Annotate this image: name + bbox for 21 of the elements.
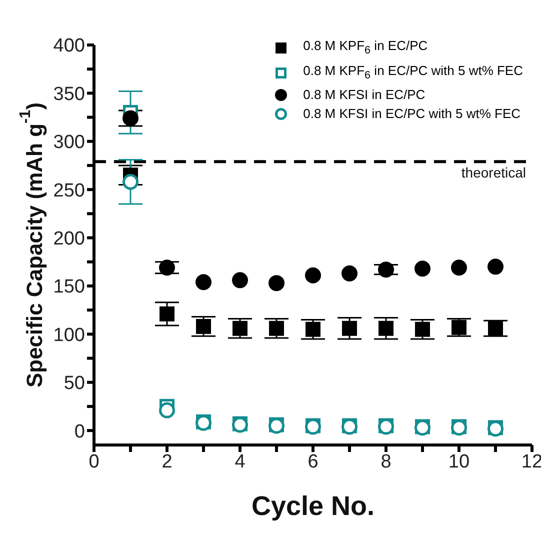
y-tick-label: 100 bbox=[53, 324, 85, 346]
x-tick-label: 4 bbox=[234, 451, 246, 472]
legend-label: 0.8 M KFSI in EC/PC bbox=[303, 86, 426, 104]
legend-label: 0.8 M KPF$_{6}$ in EC/PC with 5 wt% FEC bbox=[303, 62, 523, 84]
y-tick-label: 350 bbox=[53, 84, 85, 105]
y-tick-label: 150 bbox=[53, 276, 85, 298]
y-tick-label: 250 bbox=[53, 180, 85, 202]
x-tick-label: 10 bbox=[448, 451, 470, 472]
x-tick-label: 6 bbox=[308, 451, 318, 472]
y-tick-label: 200 bbox=[53, 228, 85, 250]
legend-label: 0.8 M KFSI in EC/PC with 5 wt% FEC bbox=[303, 105, 521, 124]
legend-label: 0.8 M KPF$_{6}$ in EC/PC bbox=[303, 37, 428, 59]
y-tick-label: 50 bbox=[64, 373, 85, 394]
y-tick-label: 400 bbox=[53, 36, 85, 57]
ref-line-label: theoretical bbox=[461, 164, 526, 181]
y-tick-label: 0 bbox=[74, 421, 85, 442]
x-tick-label: 8 bbox=[380, 451, 392, 472]
y-tick-label: 300 bbox=[53, 132, 85, 154]
x-tick-label: 2 bbox=[162, 451, 172, 472]
x-axis-title: Cycle No. bbox=[251, 491, 375, 521]
x-tick-label: 0 bbox=[88, 451, 100, 472]
